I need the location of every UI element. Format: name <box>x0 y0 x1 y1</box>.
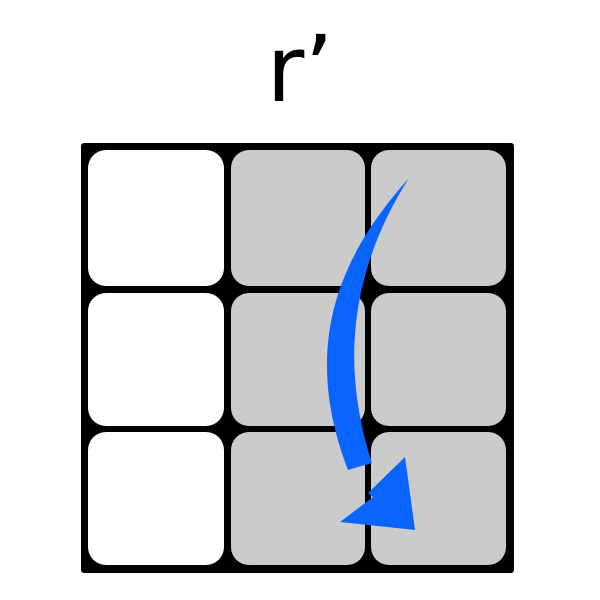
cube-face <box>81 143 514 573</box>
sticker-r2-c3 <box>371 293 506 426</box>
sticker-r3-c1 <box>88 432 224 565</box>
sticker-r1-c3 <box>371 150 506 286</box>
sticker-r2-c1 <box>88 293 224 426</box>
sticker-r2-c2 <box>231 293 365 426</box>
sticker-r3-c3 <box>371 432 506 565</box>
sticker-r3-c2 <box>231 432 365 565</box>
move-notation: r’ <box>266 16 334 123</box>
sticker-r1-c1 <box>88 150 224 286</box>
sticker-r1-c2 <box>231 150 365 286</box>
